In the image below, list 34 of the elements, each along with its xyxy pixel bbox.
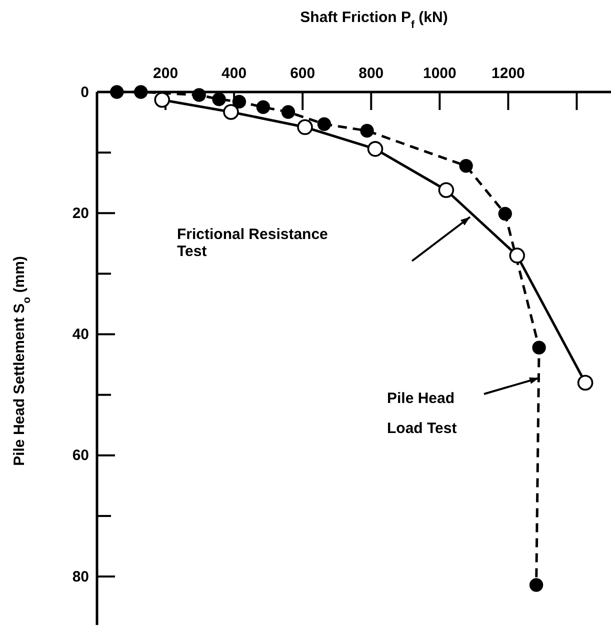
point (509, 248, 526, 264)
point (297, 119, 313, 136)
point (577, 374, 594, 391)
point (154, 92, 170, 108)
point (360, 124, 374, 138)
point (232, 94, 246, 109)
point (110, 85, 124, 99)
point (281, 105, 296, 119)
point (223, 104, 239, 120)
annotation: Pile Head Load Test (387, 390, 457, 437)
point (367, 141, 384, 157)
point (192, 88, 206, 102)
point (256, 100, 270, 114)
y-tick-label: 20 (72, 204, 89, 222)
point (498, 206, 512, 221)
point (532, 340, 546, 354)
annotation: Frictional Resistance Test (177, 226, 328, 260)
x-axis-title: Shaft Friction P$_{f}$ (kN) (300, 9, 448, 31)
y-tick-label: 0 (80, 84, 89, 101)
y-tick-label: 40 (72, 326, 89, 344)
point (459, 159, 473, 173)
point (317, 117, 332, 131)
x-tick-label: 1200 (492, 65, 525, 82)
y-tick-label: 60 (72, 447, 89, 464)
x-tick-label: 200 (153, 65, 178, 82)
point (134, 85, 148, 99)
point (438, 182, 454, 198)
point (529, 578, 544, 592)
x-tick-label: 400 (222, 65, 247, 82)
x-tick-label: 800 (358, 65, 384, 82)
point (212, 92, 226, 106)
y-tick-label: 80 (72, 568, 89, 586)
x-tick-label: 600 (290, 65, 316, 82)
x-tick-label: 1000 (422, 65, 456, 82)
